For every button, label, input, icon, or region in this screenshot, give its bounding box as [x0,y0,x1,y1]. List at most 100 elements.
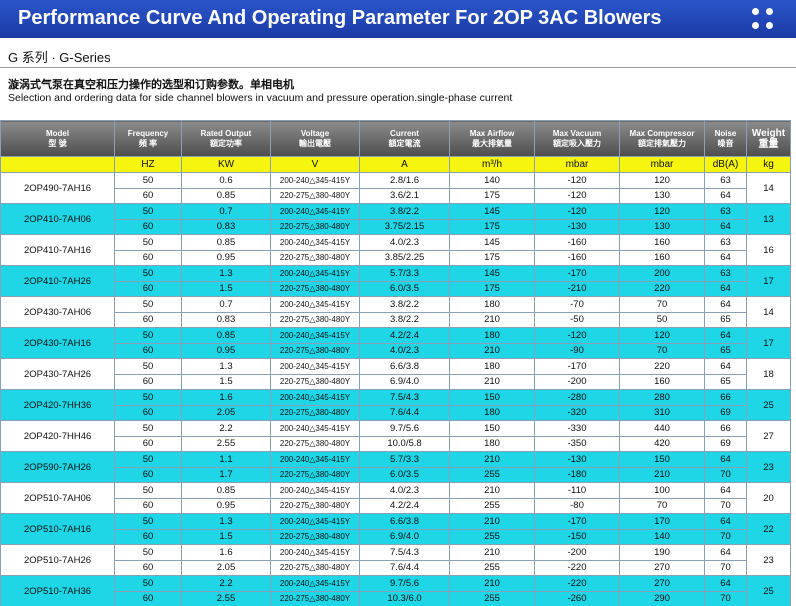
flow-cell: 150 [449,389,535,406]
column-header-en: Model [45,128,70,138]
v-cell: 200-240△345-415Y [270,234,360,251]
table-row: 60 0.95 220-275△380-480Y 4.2/2.4 255 -80 70 70 [1,497,791,514]
flow-cell: 210 [449,342,535,359]
unit-cell: kg [746,156,791,173]
table-body: 2OP490-7AH16 50 0.6 200-240△345-415Y 2.8/1.6… [0,172,791,606]
flow-cell: 255 [449,528,535,545]
model-cell: 2OP590-7AH26 [0,451,115,483]
title-banner: Performance Curve And Operating Paramete… [0,0,796,38]
weight-cell: 13 [746,203,791,235]
hz-cell: 60 [114,218,182,235]
flow-cell: 175 [449,218,535,235]
unit-cell: m³/h [449,156,535,173]
table-row: 2OP410-7AH16 50 0.85 200-240△345-415Y 4.0/2.… [0,234,791,266]
weight-cell: 17 [746,327,791,359]
vac-cell: -220 [534,559,620,576]
noise-cell: 70 [704,466,747,483]
unit-cell [0,156,115,173]
hz-cell: 60 [114,249,182,266]
model-cell: 2OP430-7AH16 [0,327,115,359]
a-cell: 4.0/2.3 [359,234,450,251]
column-header-cn: 額定電流 [388,138,421,148]
a-cell: 3.75/2.15 [359,218,450,235]
a-cell: 10.3/6.0 [359,590,450,606]
column-header-cn: 額定排氣壓力 [638,138,686,148]
kw-cell: 0.95 [181,497,271,514]
comp-cell: 150 [619,451,705,468]
comp-cell: 70 [619,342,705,359]
a-cell: 7.6/4.4 [359,559,450,576]
a-cell: 7.5/4.3 [359,544,450,561]
noise-cell: 69 [704,404,747,421]
hz-cell: 60 [114,466,182,483]
kw-cell: 0.83 [181,218,271,235]
column-header: Voltage 輸出電壓 [270,120,360,157]
v-cell: 200-240△345-415Y [270,389,360,406]
a-cell: 3.8/2.2 [359,203,450,220]
kw-cell: 2.55 [181,590,271,606]
comp-cell: 200 [619,265,705,282]
v-cell: 200-240△345-415Y [270,358,360,375]
v-cell: 200-240△345-415Y [270,420,360,437]
a-cell: 9.7/5.6 [359,420,450,437]
a-cell: 3.8/2.2 [359,296,450,313]
hz-cell: 50 [114,265,182,282]
comp-cell: 130 [619,218,705,235]
hz-cell: 60 [114,435,182,452]
vac-cell: -210 [534,280,620,297]
flow-cell: 180 [449,296,535,313]
table-row: 60 1.5 220-275△380-480Y 6.9/4.0 255 -150 140 70 [1,528,791,545]
a-cell: 4.2/2.4 [359,497,450,514]
kw-cell: 0.85 [181,482,271,499]
vac-cell: -170 [534,513,620,530]
flow-cell: 145 [449,265,535,282]
vac-cell: -120 [534,203,620,220]
kw-cell: 1.5 [181,528,271,545]
noise-cell: 64 [704,249,747,266]
noise-cell: 63 [704,265,747,282]
hz-cell: 60 [114,590,182,606]
v-cell: 220-275△380-480Y [270,435,360,452]
flow-cell: 210 [449,513,535,530]
v-cell: 200-240△345-415Y [270,482,360,499]
noise-cell: 65 [704,311,747,328]
unit-cell: V [270,156,360,173]
flow-cell: 210 [449,373,535,390]
flow-cell: 255 [449,590,535,606]
vac-cell: -120 [534,327,620,344]
hz-cell: 60 [114,311,182,328]
noise-cell: 64 [704,218,747,235]
flow-cell: 255 [449,497,535,514]
vac-cell: -220 [534,575,620,592]
table-row: 60 2.55 220-275△380-480Y 10.3/6.0 255 -260 290… [1,590,791,606]
noise-cell: 64 [704,280,747,297]
kw-cell: 2.05 [181,404,271,421]
column-header: Max Airflow 最大排氣量 [449,120,535,157]
kw-cell: 0.95 [181,249,271,266]
v-cell: 200-240△345-415Y [270,544,360,561]
spec-table: Model 型 號 Frequency 頻 率 Rated Output 額定功率 Volt… [0,120,791,606]
noise-cell: 63 [704,203,747,220]
kw-cell: 1.1 [181,451,271,468]
vac-cell: -120 [534,187,620,204]
kw-cell: 1.3 [181,265,271,282]
comp-cell: 220 [619,358,705,375]
flow-cell: 175 [449,249,535,266]
flow-cell: 180 [449,327,535,344]
four-dots-icon [751,7,775,31]
noise-cell: 64 [704,327,747,344]
header-row: Model 型 號 Frequency 頻 率 Rated Output 額定功率 Volt… [0,120,791,157]
comp-cell: 170 [619,513,705,530]
v-cell: 200-240△345-415Y [270,203,360,220]
table-row: 2OP410-7AH06 50 0.7 200-240△345-415Y 3.8/2.2… [0,203,791,235]
kw-cell: 1.6 [181,544,271,561]
noise-cell: 64 [704,513,747,530]
flow-cell: 180 [449,435,535,452]
model-cell: 2OP510-7AH36 [0,575,115,606]
kw-cell: 1.5 [181,373,271,390]
hz-cell: 50 [114,234,182,251]
v-cell: 200-240△345-415Y [270,265,360,282]
v-cell: 220-275△380-480Y [270,342,360,359]
column-header: Max Compressor 額定排氣壓力 [619,120,705,157]
